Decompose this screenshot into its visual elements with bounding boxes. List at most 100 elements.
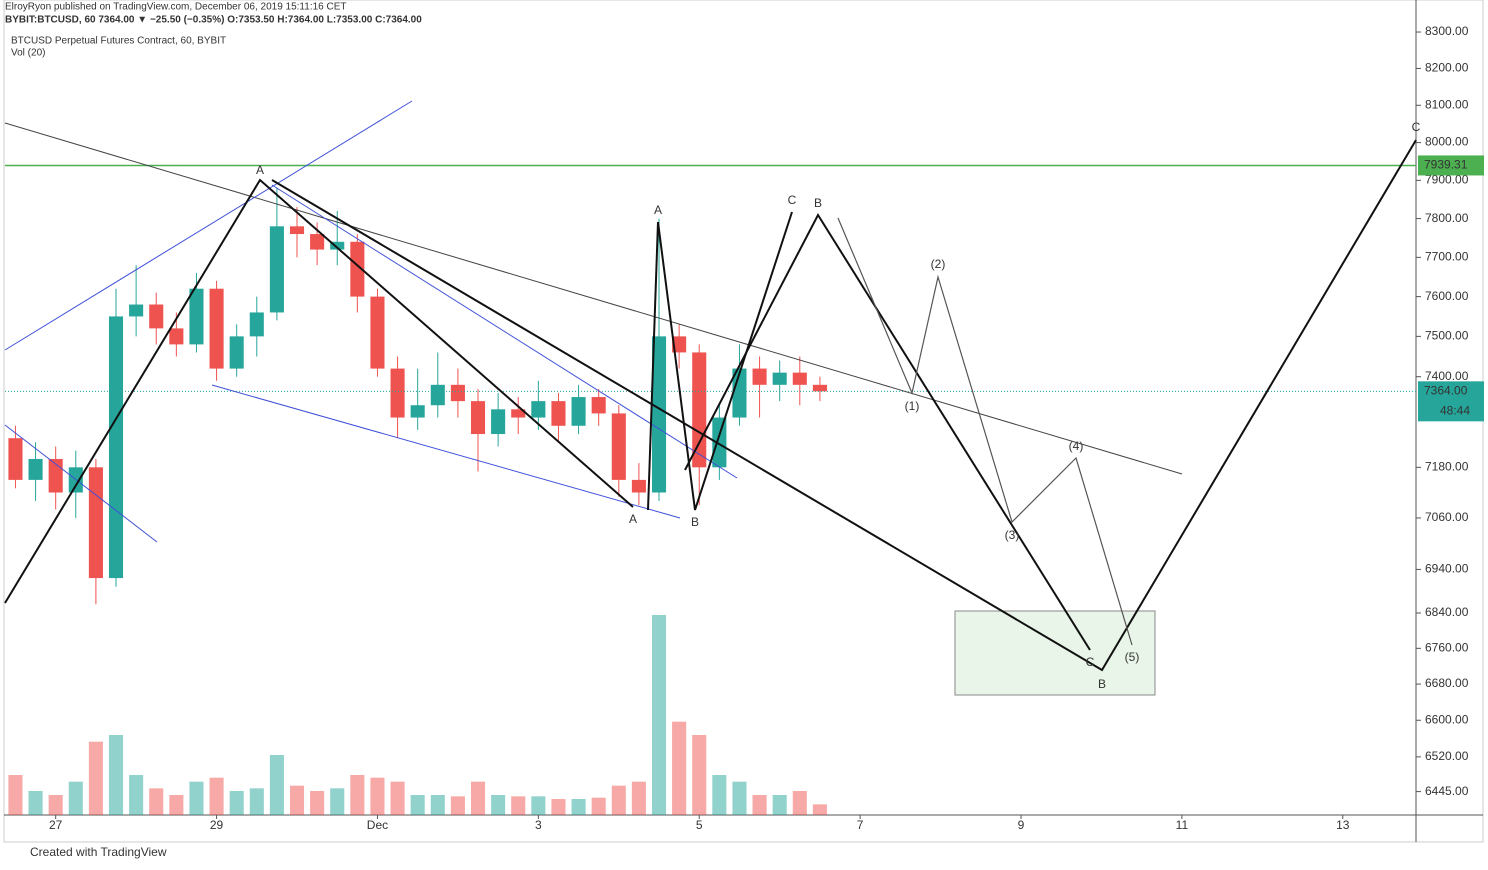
y-tick-label: 7900.00 (1425, 173, 1469, 187)
y-tick-label: 7500.00 (1425, 329, 1469, 343)
volume-bar (752, 795, 767, 815)
candle-body (692, 352, 707, 468)
x-tick-label: 5 (696, 818, 703, 832)
candle-body (631, 479, 646, 493)
wave-line (4, 178, 634, 604)
volume-bar (28, 791, 43, 815)
candle-body (330, 241, 345, 250)
x-tick-label: 7 (857, 818, 864, 832)
candle-body (88, 467, 103, 579)
candle-body (390, 368, 405, 418)
y-tick-label: 6520.00 (1425, 749, 1469, 763)
volume-bar (289, 785, 305, 815)
candle-body (269, 226, 284, 313)
wave-label: A (629, 512, 637, 526)
wave-label: B (1098, 677, 1106, 691)
candle-body (249, 312, 264, 337)
candle-body (370, 296, 385, 369)
wave-label: (1) (905, 399, 920, 413)
chart-title: BTCUSD Perpetual Futures Contract, 60, B… (11, 36, 226, 47)
candle-body (169, 328, 184, 345)
y-tick-label: 7400.00 (1425, 369, 1469, 383)
x-tick-label: 13 (1336, 818, 1350, 832)
candle-body (28, 458, 43, 480)
candle-body (812, 384, 827, 392)
target-zone (954, 610, 1156, 696)
channel-line (271, 184, 738, 479)
symbol-line: BYBIT:BTCUSD, 60 7364.00 ▼ −25.50 (−0.35… (5, 15, 422, 26)
volume-bar (350, 775, 365, 815)
volume-bar (732, 781, 747, 815)
last-price-box (1418, 381, 1484, 422)
volume-bar (712, 775, 727, 815)
volume-bar (531, 796, 546, 815)
wave-line (837, 217, 1133, 646)
volume-bar (209, 777, 224, 815)
y-tick-label: 6760.00 (1425, 640, 1469, 654)
x-tick-label: 27 (49, 818, 63, 832)
countdown-label: 48:44 (1440, 404, 1470, 418)
footer: Created with TradingView (30, 845, 167, 859)
candle-body (430, 384, 445, 406)
wave-label: C (1086, 655, 1095, 669)
y-tick-label: 8100.00 (1425, 97, 1469, 111)
candle-body (732, 368, 747, 418)
wave-label: C (1412, 120, 1421, 134)
channel-line (4, 424, 158, 543)
y-tick-label: 8300.00 (1425, 24, 1469, 38)
volume-bar (189, 781, 204, 815)
candle-body (651, 336, 667, 493)
candle-body (571, 397, 586, 426)
candle-body (350, 241, 365, 297)
y-tick-label: 7600.00 (1425, 289, 1469, 303)
channel-line (4, 100, 413, 351)
candle-body (209, 288, 224, 369)
y-tick-label: 6445.00 (1425, 784, 1469, 798)
candle-body (310, 234, 325, 250)
volume-bar (631, 781, 646, 815)
hline-label: 7939.31 (1424, 158, 1468, 172)
volume-bar (812, 804, 827, 815)
candle-body (491, 409, 506, 435)
volume-bar (450, 796, 465, 815)
wave-label: (3) (1005, 528, 1020, 542)
volume-bar (229, 791, 244, 815)
volume-bar (310, 791, 325, 815)
wave-labels: A A B A B C B (1) (2) (3) (4) (5) C C B (256, 120, 1421, 691)
y-tick-label: 7060.00 (1425, 510, 1469, 524)
x-tick-label: 3 (535, 818, 542, 832)
volume-bar (511, 796, 526, 815)
wave-label: (5) (1125, 650, 1140, 664)
frame (3, 0, 1484, 843)
candle-body (712, 417, 727, 468)
candle-body (450, 384, 465, 402)
candle-body (611, 413, 626, 480)
candle-body (772, 372, 787, 385)
volume-bar (330, 788, 345, 815)
volume-bar (571, 799, 586, 815)
candle-body (792, 372, 807, 385)
candle-body (672, 336, 687, 353)
candle-body (289, 226, 305, 235)
volume-bar (129, 775, 144, 815)
candle-body (551, 401, 566, 426)
x-tick-label: 11 (1176, 818, 1189, 832)
volume-bar (269, 755, 284, 815)
volume-bar (48, 795, 63, 815)
volume-bar (370, 777, 385, 815)
volume-bar (491, 795, 506, 815)
volume-bar (410, 795, 425, 815)
volume-bar (772, 795, 787, 815)
y-tick-label: 7180.00 (1425, 459, 1469, 473)
x-tick-label: 9 (1018, 818, 1025, 832)
x-tick-label: 29 (210, 818, 224, 832)
candle-body (149, 304, 164, 329)
candle-body (591, 397, 606, 414)
volume-bar (149, 788, 164, 815)
x-tick-label: Dec (367, 818, 388, 832)
y-tick-label: 6680.00 (1425, 676, 1469, 690)
y-tick-label: 8200.00 (1425, 61, 1469, 75)
y-tick-label: 7700.00 (1425, 250, 1469, 264)
candle-body (48, 458, 63, 493)
